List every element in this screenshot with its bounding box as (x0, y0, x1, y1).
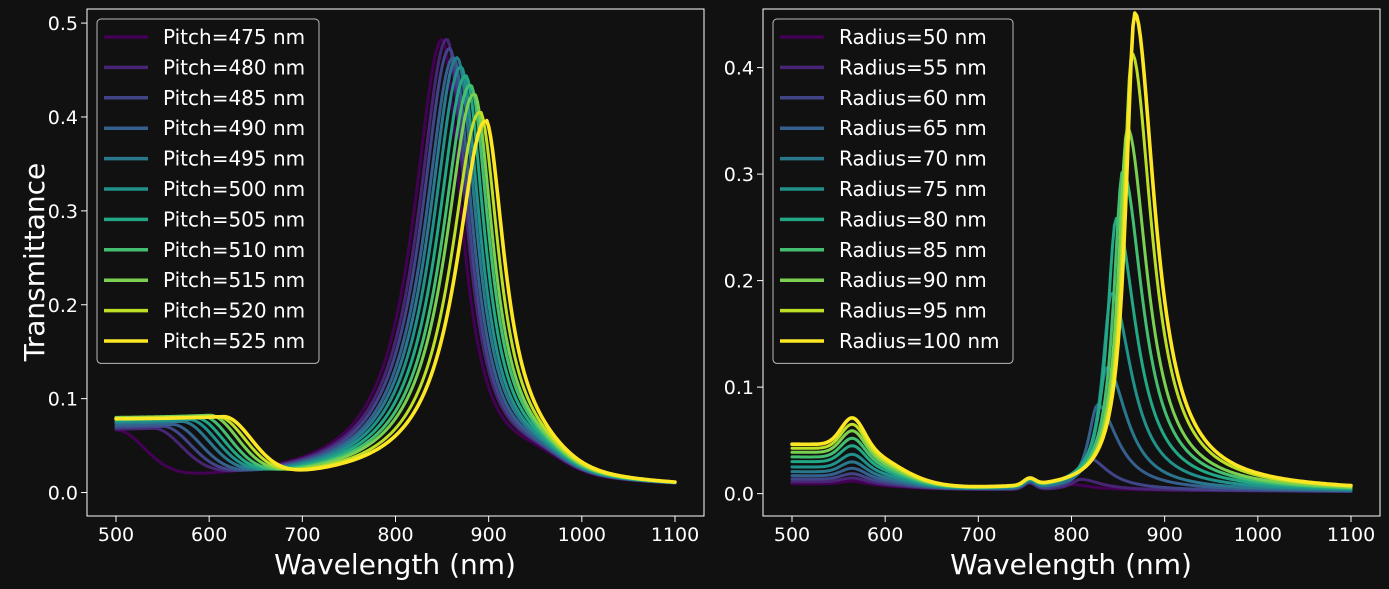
pitch-legend-label: Pitch=500 nm (163, 177, 305, 201)
pitch-ticks-layer: 500 600 700 800 900 1000 1100 0.0 0.1 0.2 0.3 0.4 0.… (48, 13, 699, 546)
radius-x-tick-label: 700 (960, 524, 996, 546)
radius-series-line-11 (790, 11, 1353, 489)
pitch-legend-label: Pitch=485 nm (163, 86, 305, 110)
pitch-y-tick-label: 0.2 (48, 295, 78, 317)
pitch-legend-label: Pitch=525 nm (163, 329, 305, 353)
radius-y-tick-label: 0.4 (724, 58, 754, 80)
pitch-legend: Pitch=475 nm Pitch=480 nm Pitch=485 nm Pitc… (96, 18, 320, 364)
radius-legend-label: Radius=95 nm (839, 299, 987, 323)
radius-legend-label: Radius=85 nm (839, 238, 987, 262)
radius-series-line-5 (790, 366, 1353, 492)
radius-legend-label: Radius=100 nm (839, 329, 1000, 353)
radius-y-tick-label: 0.0 (724, 484, 754, 506)
radius-x-axis-label: Wavelength (nm) (950, 548, 1192, 581)
radius-y-tick-label: 0.2 (724, 271, 754, 293)
radius-legend-label: Radius=55 nm (839, 55, 987, 79)
pitch-x-tick-label: 900 (471, 524, 507, 546)
pitch-y-axis-label: Transmittance (18, 163, 51, 363)
radius-x-tick-label: 1000 (1234, 524, 1282, 546)
radius-x-tick-label: 900 (1147, 524, 1183, 546)
radius-legend-label: Radius=70 nm (839, 147, 987, 171)
pitch-chart-panel: 500 600 700 800 900 1000 1100 0.0 0.1 0.2 0.3 0.4 0.… (18, 8, 705, 581)
pitch-x-tick-label: 800 (377, 524, 413, 546)
radius-x-tick-label: 1100 (1327, 524, 1375, 546)
radius-legend-label: Radius=65 nm (839, 116, 987, 140)
pitch-legend-label: Pitch=520 nm (163, 299, 305, 323)
pitch-legend-label: Pitch=515 nm (163, 268, 305, 292)
radius-legend-box (772, 18, 1014, 364)
radius-y-tick-label: 0.3 (724, 164, 754, 186)
radius-x-tick-label: 800 (1053, 524, 1089, 546)
pitch-legend-label: Pitch=475 nm (163, 25, 305, 49)
radius-x-tick-label: 600 (867, 524, 903, 546)
pitch-x-tick-label: 700 (284, 524, 320, 546)
radius-series-layer (790, 11, 1353, 493)
pitch-x-tick-label: 600 (191, 524, 227, 546)
pitch-legend-box (96, 18, 320, 364)
pitch-y-tick-label: 0.0 (48, 483, 78, 505)
pitch-x-tick-label: 500 (98, 524, 134, 546)
radius-legend-label: Radius=90 nm (839, 268, 987, 292)
radius-chart-panel: 500 600 700 800 900 1000 1100 0.0 0.1 0.2 0.3 0.4 W… (724, 8, 1381, 581)
radius-legend-label: Radius=80 nm (839, 207, 987, 231)
pitch-x-tick-label: 1100 (651, 524, 699, 546)
pitch-legend-label: Pitch=510 nm (163, 238, 305, 262)
pitch-y-tick-label: 0.1 (48, 389, 78, 411)
radius-legend-label: Radius=75 nm (839, 177, 987, 201)
radius-legend: Radius=50 nm Radius=55 nm Radius=60 nm Radi… (772, 18, 1014, 364)
pitch-series-line-11 (114, 118, 677, 484)
pitch-x-tick-label: 1000 (558, 524, 606, 546)
radius-y-tick-label: 0.1 (724, 377, 754, 399)
radius-legend-label: Radius=50 nm (839, 25, 987, 49)
pitch-y-tick-label: 0.5 (48, 13, 78, 35)
radius-ticks-layer: 500 600 700 800 900 1000 1100 0.0 0.1 0.2 0.3 0.4 (724, 58, 1375, 546)
pitch-y-tick-label: 0.3 (48, 201, 78, 223)
pitch-series-layer (114, 37, 677, 485)
pitch-y-tick-label: 0.4 (48, 107, 78, 129)
pitch-legend-label: Pitch=480 nm (163, 55, 305, 79)
pitch-legend-label: Pitch=490 nm (163, 116, 305, 140)
pitch-legend-label: Pitch=505 nm (163, 207, 305, 231)
pitch-x-axis-label: Wavelength (nm) (274, 548, 516, 581)
pitch-legend-label: Pitch=495 nm (163, 147, 305, 171)
radius-x-tick-label: 500 (774, 524, 810, 546)
radius-legend-label: Radius=60 nm (839, 86, 987, 110)
